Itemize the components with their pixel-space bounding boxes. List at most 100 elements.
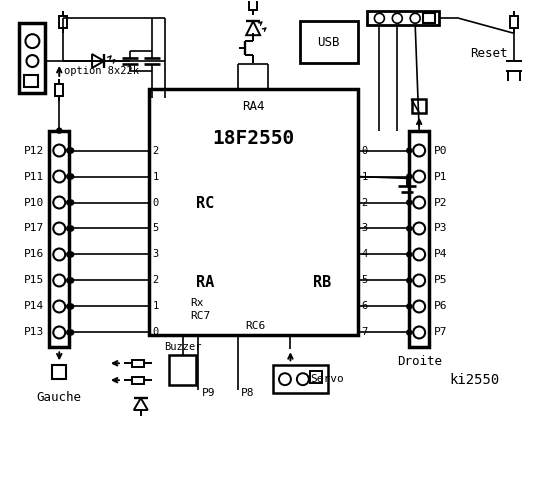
Circle shape <box>413 326 425 338</box>
Bar <box>300 21 358 63</box>
Text: Gauche: Gauche <box>36 391 82 404</box>
Bar <box>273 365 328 393</box>
Circle shape <box>53 144 65 156</box>
Text: 0: 0 <box>153 197 159 207</box>
Text: P16: P16 <box>24 250 44 260</box>
Text: 7: 7 <box>362 327 368 337</box>
Bar <box>412 99 426 113</box>
Text: 3: 3 <box>362 224 368 233</box>
Circle shape <box>69 330 74 335</box>
Circle shape <box>53 300 65 312</box>
Circle shape <box>53 223 65 234</box>
Bar <box>169 355 196 385</box>
Circle shape <box>279 373 291 385</box>
Text: option 8x22k: option 8x22k <box>64 66 139 76</box>
Text: RA: RA <box>196 275 215 290</box>
Text: P8: P8 <box>241 388 255 398</box>
Text: 3: 3 <box>153 250 159 260</box>
Text: Buzzer: Buzzer <box>164 342 201 352</box>
Circle shape <box>67 148 72 153</box>
Text: P0: P0 <box>434 145 447 156</box>
Bar <box>24 75 38 87</box>
Circle shape <box>413 300 425 312</box>
Polygon shape <box>134 398 148 410</box>
Circle shape <box>407 304 412 309</box>
Bar <box>149 89 358 336</box>
Circle shape <box>374 13 384 23</box>
Circle shape <box>413 144 425 156</box>
Circle shape <box>67 174 72 179</box>
Text: RC6: RC6 <box>245 321 265 331</box>
Circle shape <box>407 174 412 179</box>
Text: RC7: RC7 <box>190 311 211 321</box>
Text: P14: P14 <box>24 301 44 312</box>
Bar <box>53 365 66 379</box>
Circle shape <box>69 304 74 309</box>
Text: 5: 5 <box>362 276 368 286</box>
Circle shape <box>57 128 62 133</box>
Text: RC: RC <box>196 196 215 211</box>
Text: P17: P17 <box>24 224 44 233</box>
Text: P13: P13 <box>24 327 44 337</box>
Text: Droite: Droite <box>397 355 442 368</box>
Circle shape <box>407 148 412 153</box>
Text: 1: 1 <box>153 301 159 312</box>
Circle shape <box>53 326 65 338</box>
Circle shape <box>392 13 402 23</box>
Circle shape <box>69 200 74 205</box>
Circle shape <box>413 249 425 261</box>
Bar <box>249 0 257 11</box>
Text: 18F2550: 18F2550 <box>212 129 294 148</box>
Text: 6: 6 <box>362 301 368 312</box>
Text: RB: RB <box>313 275 331 290</box>
Text: Reset: Reset <box>470 47 508 60</box>
Text: Rx: Rx <box>190 298 204 308</box>
Bar <box>310 371 322 383</box>
Text: P3: P3 <box>434 224 447 233</box>
Circle shape <box>69 278 74 283</box>
Text: USB: USB <box>317 36 340 48</box>
Circle shape <box>25 34 39 48</box>
Text: P15: P15 <box>24 276 44 286</box>
Circle shape <box>413 223 425 234</box>
Circle shape <box>410 13 420 23</box>
Circle shape <box>53 249 65 261</box>
Circle shape <box>297 373 309 385</box>
Circle shape <box>407 252 412 257</box>
Text: P12: P12 <box>24 145 44 156</box>
Circle shape <box>53 170 65 182</box>
Text: P11: P11 <box>24 171 44 181</box>
Circle shape <box>67 330 72 335</box>
Circle shape <box>67 278 72 283</box>
Bar <box>59 16 67 28</box>
Text: P6: P6 <box>434 301 447 312</box>
Text: P7: P7 <box>434 327 447 337</box>
Bar <box>19 23 45 93</box>
Circle shape <box>413 275 425 287</box>
Circle shape <box>27 55 38 67</box>
Text: ki2550: ki2550 <box>449 373 499 387</box>
Bar <box>409 131 429 348</box>
Circle shape <box>69 226 74 231</box>
Circle shape <box>69 148 74 153</box>
Circle shape <box>67 304 72 309</box>
Text: RA4: RA4 <box>242 100 264 113</box>
Circle shape <box>407 200 412 205</box>
Text: P2: P2 <box>434 197 447 207</box>
Text: P10: P10 <box>24 197 44 207</box>
Text: 2: 2 <box>153 145 159 156</box>
Bar <box>510 16 518 28</box>
Bar <box>132 360 144 367</box>
Text: 0: 0 <box>362 145 368 156</box>
Text: 2: 2 <box>362 197 368 207</box>
Circle shape <box>67 226 72 231</box>
Text: 5: 5 <box>153 224 159 233</box>
Bar <box>368 12 439 25</box>
Circle shape <box>53 196 65 208</box>
Text: P9: P9 <box>201 388 215 398</box>
Circle shape <box>407 278 412 283</box>
Bar <box>132 377 144 384</box>
Bar <box>423 13 435 23</box>
Circle shape <box>407 226 412 231</box>
Bar <box>55 84 63 96</box>
